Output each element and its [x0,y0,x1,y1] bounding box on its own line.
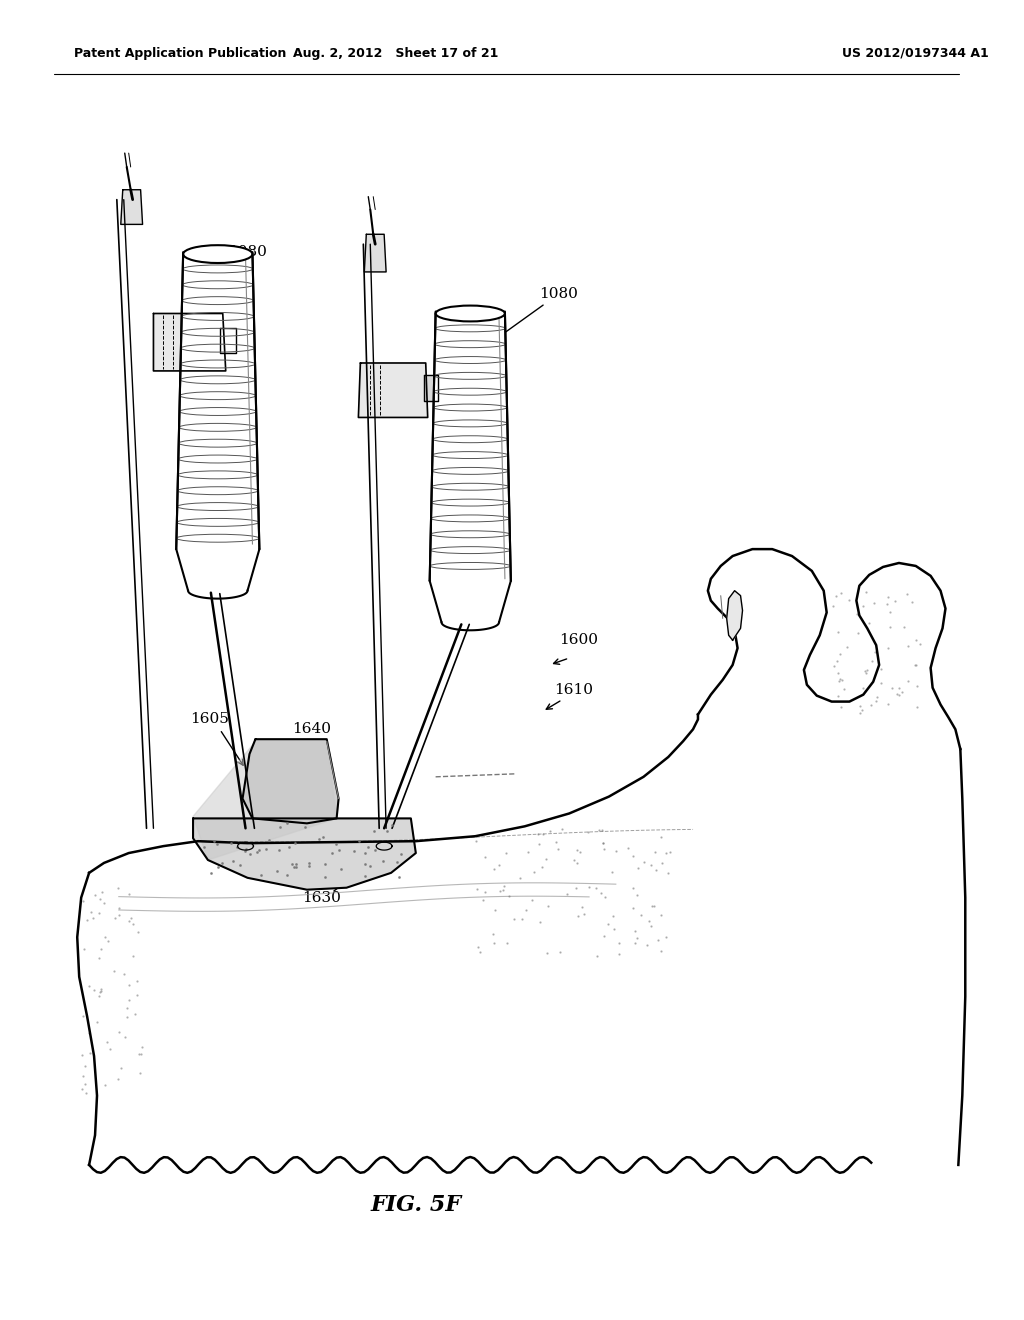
Polygon shape [424,375,437,400]
Text: 1080: 1080 [494,286,579,341]
Text: 1600: 1600 [559,634,598,647]
Polygon shape [154,313,225,371]
Polygon shape [220,329,236,352]
Text: 1630: 1630 [302,891,341,904]
Polygon shape [430,581,511,622]
Polygon shape [176,549,259,590]
Polygon shape [358,363,428,417]
Polygon shape [194,739,337,861]
Text: US 2012/0197344 A1: US 2012/0197344 A1 [842,46,988,59]
Ellipse shape [183,246,253,263]
Polygon shape [176,252,259,549]
Text: FIG. 5F: FIG. 5F [371,1193,462,1216]
Polygon shape [727,590,742,640]
Text: 1610: 1610 [554,682,594,697]
Text: Patent Application Publication: Patent Application Publication [75,46,287,59]
Text: Aug. 2, 2012   Sheet 17 of 21: Aug. 2, 2012 Sheet 17 of 21 [293,46,499,59]
Polygon shape [194,818,416,890]
Text: 1080: 1080 [209,246,266,290]
Polygon shape [365,234,386,272]
Polygon shape [77,549,966,1173]
Polygon shape [243,739,339,824]
Ellipse shape [435,305,505,321]
Polygon shape [121,190,142,224]
Text: 1605: 1605 [190,713,229,726]
Polygon shape [430,313,511,581]
Text: 1640: 1640 [292,722,331,737]
